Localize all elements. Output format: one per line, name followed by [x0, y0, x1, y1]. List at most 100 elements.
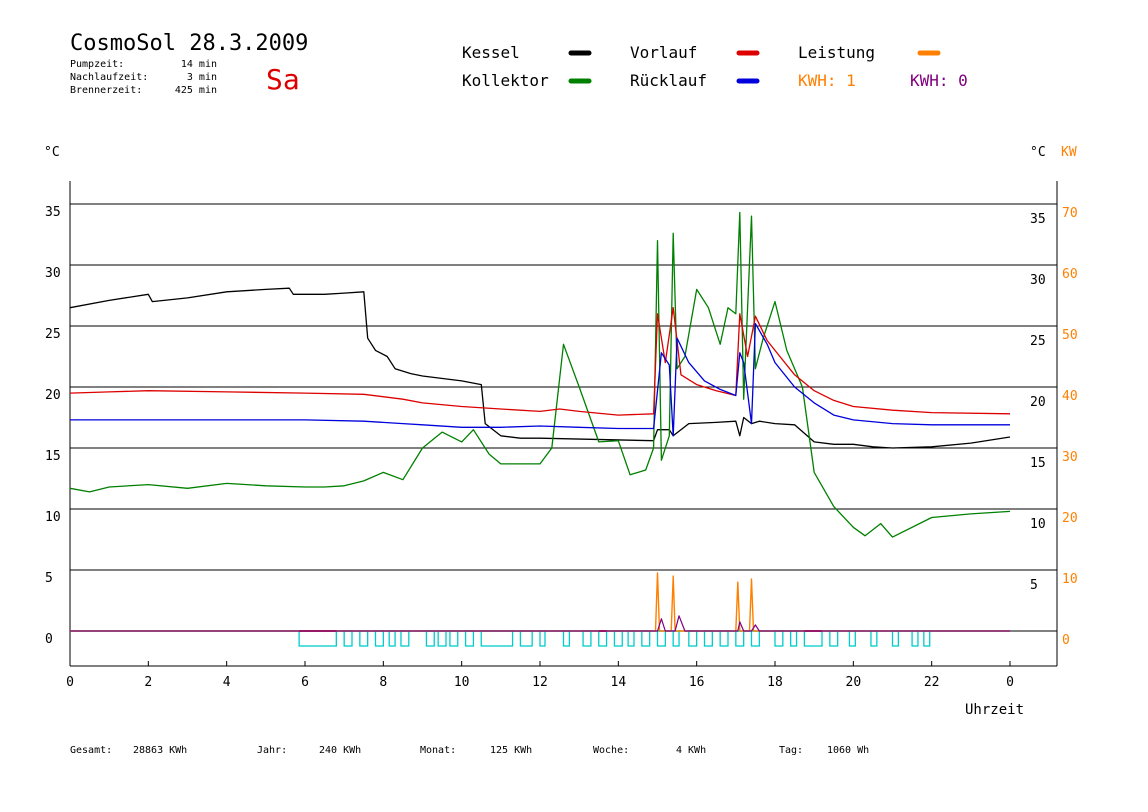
pump-interval	[582, 630, 592, 647]
y-tick-left: 5	[45, 571, 53, 586]
y-tick-left: 30	[45, 266, 61, 281]
pump-interval	[400, 630, 410, 647]
pump-interval	[672, 630, 680, 647]
legend-label: Vorlauf	[630, 43, 697, 62]
pump-interval	[464, 630, 475, 647]
y-tick-right: 35	[1030, 212, 1046, 227]
y-tick-right: 30	[1030, 273, 1046, 288]
pump-interval	[388, 630, 396, 647]
x-tick: 0	[1006, 675, 1014, 690]
pump-interval	[656, 630, 666, 647]
footer-value: 240 KWh	[319, 745, 361, 756]
info-label: Nachlaufzeit:	[70, 72, 148, 83]
footer-value: 4 KWh	[676, 745, 706, 756]
footer-totals: Gesamt: 28863 KWh Jahr: 240 KWh Monat: 125 KW…	[70, 745, 869, 756]
pump-interval	[598, 630, 608, 647]
x-tick: 8	[379, 675, 387, 690]
x-tick: 0	[66, 675, 74, 690]
legend-label: Kessel	[462, 43, 520, 62]
series-line-leistung	[70, 572, 1010, 632]
tick-labels: 0510152025303551015202530350102030405060…	[45, 205, 1078, 690]
pump-interval	[719, 630, 729, 647]
pump-interval	[803, 630, 823, 647]
legend-label: Leistung	[798, 43, 875, 62]
pump-interval	[613, 630, 623, 647]
x-tick: 18	[767, 675, 783, 690]
pump-interval	[923, 630, 931, 647]
footer-label: Gesamt:	[70, 745, 112, 756]
pump-interval	[750, 630, 760, 647]
y-tick-right: 25	[1030, 334, 1046, 349]
footer-label: Monat:	[420, 745, 456, 756]
x-tick: 16	[689, 675, 705, 690]
y-tick-left: 20	[45, 388, 61, 403]
pump-interval	[480, 630, 514, 647]
right-unit-kw: KW	[1061, 145, 1077, 160]
kwh-label: KWH: 0	[910, 71, 968, 90]
right-unit: °C	[1030, 145, 1046, 160]
pump-interval	[870, 630, 878, 647]
pump-interval	[641, 630, 651, 647]
y-tick-left: 10	[45, 510, 61, 525]
info-label: Pumpzeit:	[70, 59, 124, 70]
info-block: Pumpzeit: 14 min Nachlaufzeit: 3 min Brenner…	[70, 59, 217, 96]
legend-label: Kollektor	[462, 71, 549, 90]
y2-tick: 60	[1062, 267, 1078, 282]
info-value: 425 min	[175, 85, 217, 96]
pump-interval	[437, 630, 447, 647]
info-value: 3 min	[187, 72, 217, 83]
info-value: 14 min	[181, 59, 217, 70]
y2-tick: 50	[1062, 328, 1078, 343]
pump-interval	[343, 630, 353, 647]
pump-interval	[374, 630, 384, 647]
footer-label: Woche:	[593, 745, 629, 756]
y-tick-left: 35	[45, 205, 61, 220]
series-line-vorlauf	[69, 307, 1011, 416]
pump-interval	[562, 630, 571, 647]
chart-title: CosmoSol 28.3.2009	[70, 31, 308, 56]
footer-label: Jahr:	[257, 745, 287, 756]
series-line-kessel	[69, 287, 1011, 449]
y2-tick: 10	[1062, 572, 1078, 587]
y-tick-right: 20	[1030, 395, 1046, 410]
series-line-kollektor	[69, 211, 1011, 538]
y-tick-right: 15	[1030, 456, 1046, 471]
x-tick: 12	[532, 675, 548, 690]
x-tick: 2	[144, 675, 152, 690]
y2-tick: 40	[1062, 389, 1078, 404]
y-tick-left: 15	[45, 449, 61, 464]
grid	[69, 181, 1058, 667]
y-tick-right: 10	[1030, 517, 1046, 532]
day-label: Sa	[266, 63, 300, 96]
pump-interval	[790, 630, 798, 647]
pump-interval	[425, 630, 435, 647]
y2-tick: 70	[1062, 206, 1078, 221]
y-tick-left: 0	[45, 632, 53, 647]
pump-interval	[735, 630, 745, 647]
footer-value: 28863 KWh	[133, 745, 187, 756]
pump-interval	[829, 630, 839, 647]
pump-interval	[848, 630, 856, 647]
pump-interval	[774, 630, 784, 647]
series-line-rcklauf	[70, 322, 1010, 437]
x-tick: 22	[924, 675, 940, 690]
pump-interval	[891, 630, 900, 647]
y2-tick: 20	[1062, 511, 1078, 526]
series-lines	[69, 211, 1011, 632]
pump-interval	[449, 630, 459, 647]
pump-interval	[519, 630, 533, 647]
y2-tick: 0	[1062, 633, 1070, 648]
pump-interval	[688, 630, 698, 647]
pump-interval	[911, 630, 919, 647]
info-label: Brennerzeit:	[70, 85, 142, 96]
pump-intervals	[70, 630, 1010, 647]
x-tick: 4	[223, 675, 231, 690]
footer-value: 125 KWh	[490, 745, 532, 756]
x-tick: 10	[454, 675, 470, 690]
pump-interval	[298, 630, 337, 647]
kwh-label: KWH: 1	[798, 71, 856, 90]
footer-value: 1060 Wh	[827, 745, 869, 756]
pump-interval	[627, 630, 635, 647]
footer-label: Tag:	[779, 745, 803, 756]
